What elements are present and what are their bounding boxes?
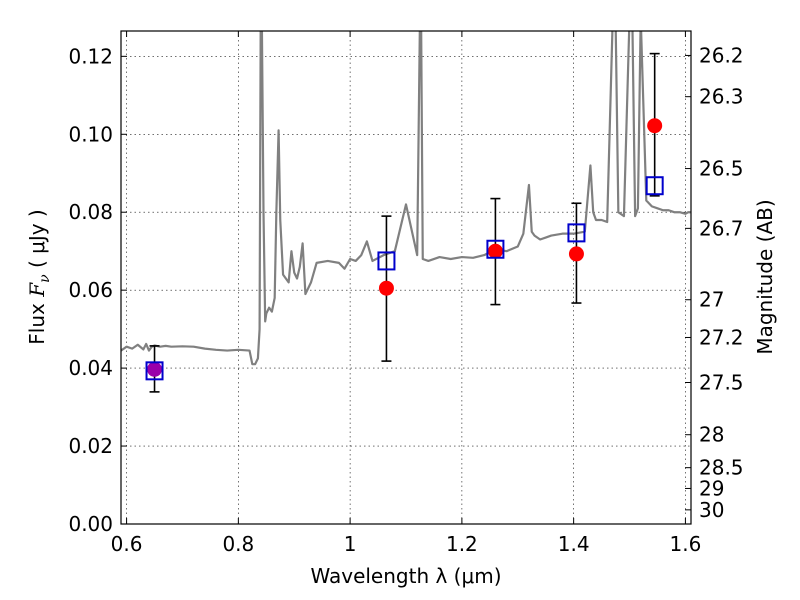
y-tick-label: 0.04 (68, 356, 113, 380)
observed-point (568, 246, 584, 262)
model-spectrum-group (121, 31, 691, 366)
model-spectrum-line (121, 31, 691, 366)
errorbar-group (149, 52, 660, 393)
y-label-prefix: Flux (25, 297, 49, 345)
mag-tick-label: 28.5 (699, 456, 744, 480)
y-tick-label: 0.02 (68, 434, 113, 458)
mag-tick-label: 27.5 (699, 371, 744, 395)
y-label-subscript: ν (37, 274, 53, 283)
mag-tick-label: 26.5 (699, 157, 744, 181)
mag-tick-label: 28 (699, 423, 724, 447)
mag-tick-label: 26.7 (699, 216, 744, 240)
grid (121, 31, 691, 525)
x-axis-label: Wavelength λ (μm) (310, 564, 501, 588)
plot-frame (120, 30, 692, 525)
observed-point (487, 243, 503, 259)
mag-tick-label: 27 (699, 288, 724, 312)
model-photometry-box (567, 223, 586, 243)
x-tick-label: 1.6 (670, 532, 702, 556)
y-axis-label-left: Flux Fν ( μJy ) (25, 209, 53, 344)
y-tick-label: 0.12 (68, 44, 113, 68)
x-tick-label: 1.2 (446, 532, 478, 556)
observed-point (647, 118, 663, 134)
observed-point (378, 280, 394, 296)
observed-point (147, 361, 163, 377)
x-tick-label: 1.4 (558, 532, 590, 556)
model-photometry-box (645, 176, 664, 196)
model-photometry-box (145, 361, 164, 381)
model-boxes-group (145, 176, 664, 381)
y-tick-label: 0.08 (68, 200, 113, 224)
mag-tick-label: 26.2 (699, 43, 744, 67)
mag-tick-label: 27.2 (699, 325, 744, 349)
mag-tick-label: 26.3 (699, 85, 744, 109)
axis-labels: Wavelength λ (μm) Flux Fν ( μJy ) Magnit… (25, 199, 777, 588)
y-tick-label: 0.10 (68, 122, 113, 146)
y-axis-label-right: Magnitude (AB) (753, 199, 777, 354)
model-photometry-box (486, 239, 505, 259)
model-photometry-box (377, 251, 396, 271)
ticks: 0.6 0.8 1 1.2 1.4 1.6 0.00 0.02 0.04 0.06 0.08 0.10… (68, 31, 744, 556)
x-tick-label: 1 (344, 532, 357, 556)
x-tick-label: 0.8 (222, 532, 254, 556)
y-label-symbol: F (25, 282, 49, 298)
y-tick-label: 0.06 (68, 278, 113, 302)
y-tick-label: 0.00 (68, 512, 113, 536)
y-label-suffix: ( μJy ) (25, 209, 49, 274)
mag-tick-label: 29 (699, 476, 724, 500)
observed-points-group (147, 118, 663, 377)
x-tick-label: 0.6 (111, 532, 143, 556)
mag-tick-label: 30 (699, 498, 724, 522)
